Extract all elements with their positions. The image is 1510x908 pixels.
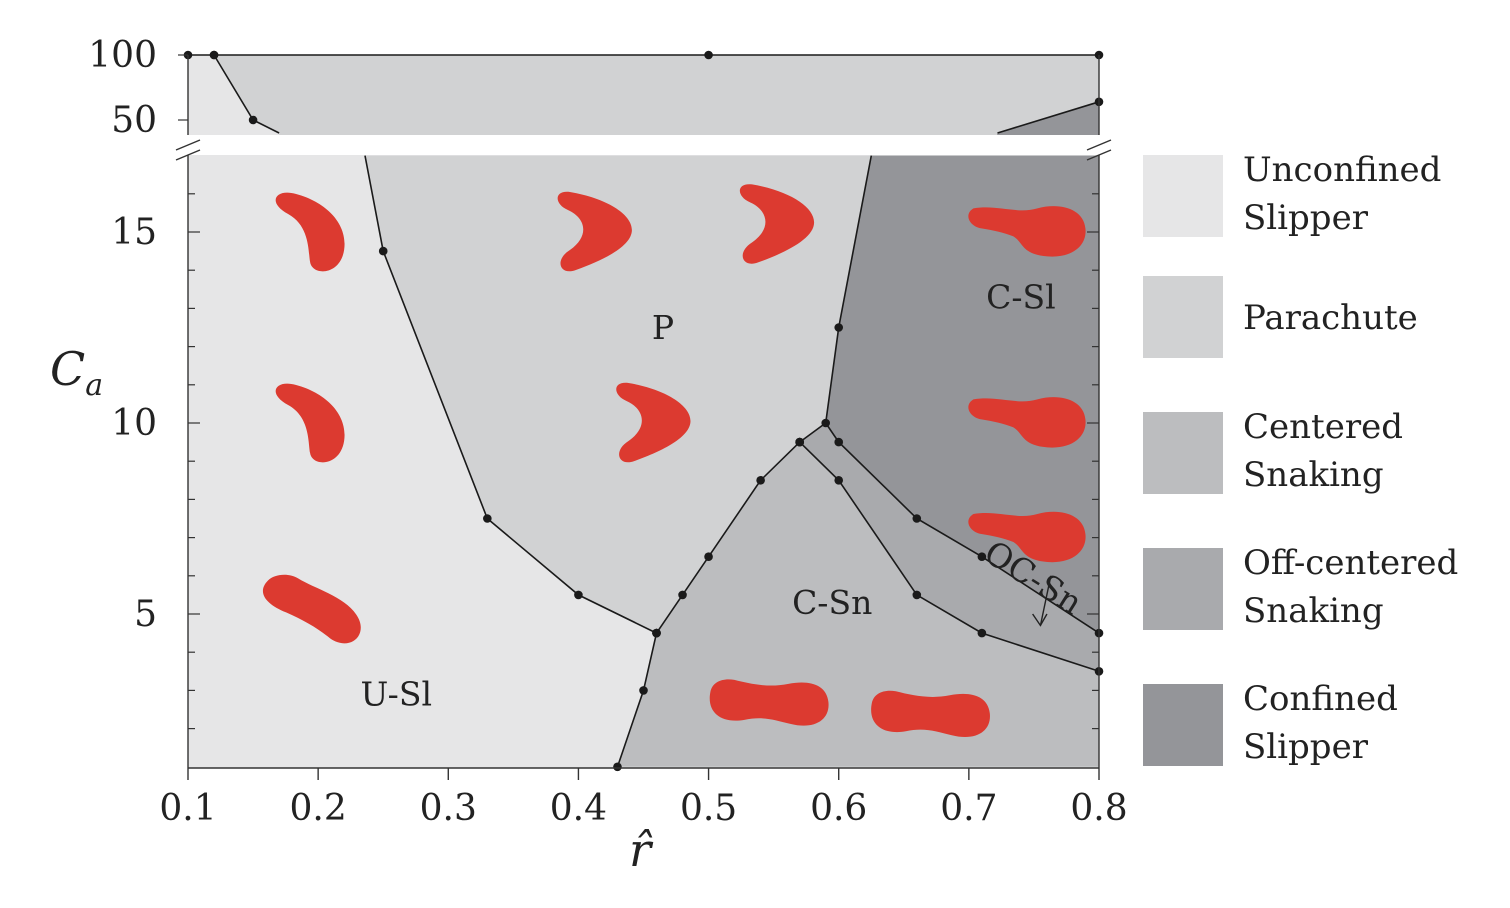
- annotation-arrow: [1039, 575, 1052, 626]
- boundary-line: [997, 101, 1100, 134]
- cell-shape-crescent-left: [275, 383, 345, 463]
- cell-shape-slipper-right: [968, 511, 1086, 563]
- x-tick-label: 0.7: [940, 788, 997, 829]
- x-tick-label: 0.6: [810, 788, 867, 829]
- y-tick-label: 50: [111, 100, 157, 141]
- cell-shape-crescent-left: [275, 192, 345, 272]
- y-tick-label: 15: [111, 212, 157, 253]
- cell-shape-parachute: [616, 382, 691, 463]
- upper-panel: [188, 55, 1099, 135]
- boundary-point: [483, 514, 492, 523]
- x-tick-label: 0.8: [1070, 788, 1127, 829]
- boundary-point: [912, 590, 922, 600]
- boundary-line: [799, 421, 1100, 634]
- boundary-point: [977, 628, 987, 638]
- axis-break-left: [175, 149, 201, 161]
- region-label: C-Sl: [986, 277, 1056, 316]
- cell-shape-snake: [871, 690, 990, 738]
- legend-label: Snaking: [1243, 591, 1384, 631]
- boundary-point: [834, 437, 844, 447]
- legend-label: Parachute: [1243, 298, 1418, 338]
- region-label: P: [652, 308, 674, 347]
- y-tick-label: 5: [134, 594, 157, 635]
- boundary-point: [613, 762, 622, 772]
- boundary-point: [639, 686, 648, 695]
- axis-break-left: [175, 139, 201, 151]
- x-tick-label: 0.2: [290, 788, 347, 829]
- boundary-point: [704, 552, 713, 561]
- boundary-point: [574, 590, 583, 600]
- legend: Unconfined Slipper Parachute Centered Snakin…: [1143, 150, 1458, 767]
- boundary-point: [834, 323, 844, 332]
- legend-label: Confined: [1243, 679, 1398, 719]
- legend-label: Slipper: [1243, 198, 1369, 238]
- axis-ticks: 0.1 0.2 0.3 0.4 0.5 0.6 0.7 0.8 5 10 15 50 100: [88, 35, 1127, 829]
- y-tick-label: 100: [88, 35, 157, 76]
- boundary-point: [378, 246, 388, 256]
- boundary-point: [834, 476, 844, 485]
- cell-shape-slipper-right: [968, 397, 1086, 448]
- boundary-point: [756, 476, 765, 485]
- region-label: U-Sl: [360, 675, 432, 714]
- cell-shape-parachute: [739, 184, 815, 264]
- cell-shape-snake: [709, 679, 829, 726]
- x-tick-label: 0.4: [550, 788, 607, 829]
- legend-label: Snaking: [1243, 455, 1384, 495]
- legend-label: Centered: [1243, 407, 1403, 447]
- boundary-point: [977, 552, 987, 561]
- legend-swatch: [1143, 684, 1223, 766]
- x-tick-label: 0.3: [420, 788, 477, 829]
- boundary-point: [248, 115, 258, 125]
- region-confined-slipper: [825, 155, 1099, 634]
- boundary-point: [912, 514, 922, 523]
- legend-swatch: [1143, 155, 1223, 237]
- cell-shape-slipper-right: [968, 206, 1086, 257]
- cell-shape-elongated: [262, 574, 361, 644]
- region-label: C-Sn: [792, 583, 872, 622]
- phase-boundaries: [183, 50, 1104, 772]
- region-off-centered-snaking: [799, 423, 1099, 672]
- annotation-arrow-head: [1032, 613, 1048, 627]
- axis-break-right: [1086, 139, 1112, 151]
- y-axis-title: Ca: [50, 342, 103, 403]
- axis-break-right: [1086, 149, 1112, 161]
- boundary-point: [209, 50, 219, 60]
- legend-label: Unconfined: [1243, 150, 1441, 190]
- boundary-point: [652, 628, 661, 638]
- boundary-point: [678, 590, 687, 600]
- y-tick-label: 10: [111, 403, 157, 444]
- boundary-point: [704, 50, 713, 60]
- x-axis-title: r̂: [629, 823, 654, 877]
- legend-label: Slipper: [1243, 727, 1369, 767]
- annotations: [262, 184, 1086, 738]
- legend-swatch: [1143, 276, 1223, 358]
- x-tick-label: 0.5: [680, 788, 737, 829]
- x-tick-label: 0.1: [159, 788, 216, 829]
- upper-region-parachute: [214, 55, 1099, 135]
- legend-swatch: [1143, 412, 1223, 494]
- legend-label: Off-centered: [1243, 543, 1458, 583]
- boundary-point: [795, 437, 804, 447]
- cell-shape-parachute: [557, 191, 632, 272]
- legend-swatch: [1143, 548, 1223, 630]
